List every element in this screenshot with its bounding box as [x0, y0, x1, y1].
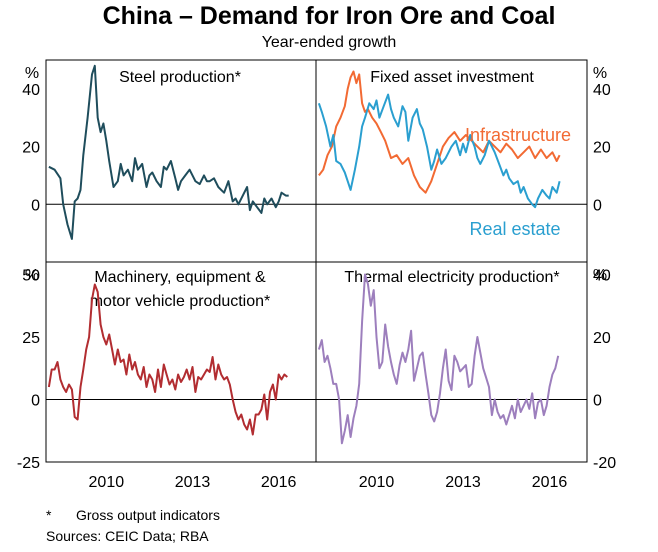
annotation-infrastructure: Infrastructure: [465, 125, 571, 145]
x-tick-label: 2010: [359, 474, 395, 491]
y-tick-label: 0: [31, 393, 40, 410]
y-tick-label: 40: [593, 82, 611, 99]
y-unit-label: %: [25, 65, 39, 82]
panel-title: motor vehicle production*: [90, 293, 271, 310]
x-tick-label: 2013: [445, 474, 481, 491]
footnote: * Gross output indicators: [46, 507, 220, 523]
panel-title: Thermal electricity production*: [344, 269, 559, 286]
panel-title: Machinery, equipment &: [94, 269, 266, 286]
y-tick-label: 50: [22, 268, 40, 285]
series-line-machinery-equipment-motor-vehicle-production: [47, 283, 288, 436]
footnote-marker: *: [46, 507, 52, 523]
x-tick-label: 2010: [89, 474, 125, 491]
panel-title: Steel production*: [119, 69, 241, 86]
y-tick-label: 0: [593, 393, 602, 410]
x-tick-label: 2016: [261, 474, 297, 491]
y-tick-label: 20: [22, 140, 40, 157]
y-tick-label: 40: [593, 268, 611, 285]
x-tick-label: 2016: [532, 474, 568, 491]
y-tick-label: 20: [593, 140, 611, 157]
y-unit-label: %: [593, 65, 607, 82]
series-line-real-estate: [317, 93, 561, 209]
sources-note: Sources: CEIC Data; RBA: [46, 528, 209, 544]
chart-title: China – Demand for Iron Ore and Coal: [102, 2, 556, 30]
y-tick-label: 20: [593, 330, 611, 347]
panel-title: Fixed asset investment: [370, 69, 534, 86]
y-tick-label: 0: [31, 197, 40, 214]
y-tick-label: 0: [593, 197, 602, 214]
annotation-real-estate: Real estate: [469, 219, 560, 239]
x-tick-label: 2013: [175, 474, 211, 491]
chart-subtitle: Year-ended growth: [261, 34, 397, 51]
y-tick-label: -20: [593, 455, 616, 472]
series-line-steel-production: [48, 64, 289, 240]
y-tick-label: 40: [22, 82, 40, 99]
series-line-thermal-electricity-production: [317, 273, 560, 445]
footnote-text: Gross output indicators: [76, 507, 220, 523]
y-unit-label: %: [593, 267, 607, 284]
y-tick-label: -25: [17, 455, 40, 472]
y-unit-label: %: [25, 267, 39, 284]
y-tick-label: 25: [22, 330, 40, 347]
series-line-infrastructure: [318, 70, 561, 194]
